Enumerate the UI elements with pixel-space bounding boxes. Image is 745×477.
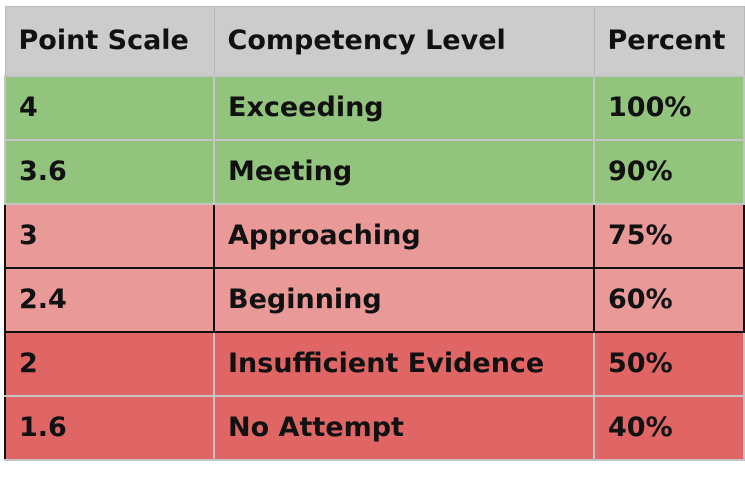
table-row: 2.4 Beginning 60% — [4, 266, 745, 333]
table-row: 4 Exceeding 100% — [4, 74, 745, 141]
percent-cell: 50% — [593, 330, 745, 397]
header-point-scale: Point Scale — [4, 6, 215, 76]
competency-level-cell: Exceeding — [213, 74, 595, 141]
point-scale-cell: 2.4 — [4, 266, 215, 333]
point-scale-cell: 3.6 — [4, 138, 215, 205]
table-row: 3.6 Meeting 90% — [4, 138, 745, 205]
point-scale-cell: 3 — [4, 202, 215, 269]
competency-level-cell: Beginning — [213, 266, 595, 333]
point-scale-cell: 4 — [4, 74, 215, 141]
percent-cell: 100% — [593, 74, 745, 141]
point-scale-cell: 1.6 — [4, 394, 215, 461]
header-competency-level: Competency Level — [213, 6, 595, 76]
header-percent: Percent — [593, 6, 745, 76]
table-header: Point Scale Competency Level Percent — [4, 6, 745, 76]
competency-table: Point Scale Competency Level Percent 4 E… — [4, 6, 745, 461]
table-row: 3 Approaching 75% — [4, 202, 745, 269]
point-scale-cell: 2 — [4, 330, 215, 397]
percent-cell: 40% — [593, 394, 745, 461]
competency-level-cell: Approaching — [213, 202, 595, 269]
header-row: Point Scale Competency Level Percent — [4, 6, 745, 76]
competency-level-cell: Insufficient Evidence — [213, 330, 595, 397]
percent-cell: 90% — [593, 138, 745, 205]
percent-cell: 60% — [593, 266, 745, 333]
competency-level-cell: Meeting — [213, 138, 595, 205]
table-row: 1.6 No Attempt 40% — [4, 394, 745, 461]
table-body: 4 Exceeding 100% 3.6 Meeting 90% 3 Appro… — [4, 74, 745, 461]
table-row: 2 Insufficient Evidence 50% — [4, 330, 745, 397]
percent-cell: 75% — [593, 202, 745, 269]
competency-table-container: Point Scale Competency Level Percent 4 E… — [4, 6, 745, 461]
competency-level-cell: No Attempt — [213, 394, 595, 461]
